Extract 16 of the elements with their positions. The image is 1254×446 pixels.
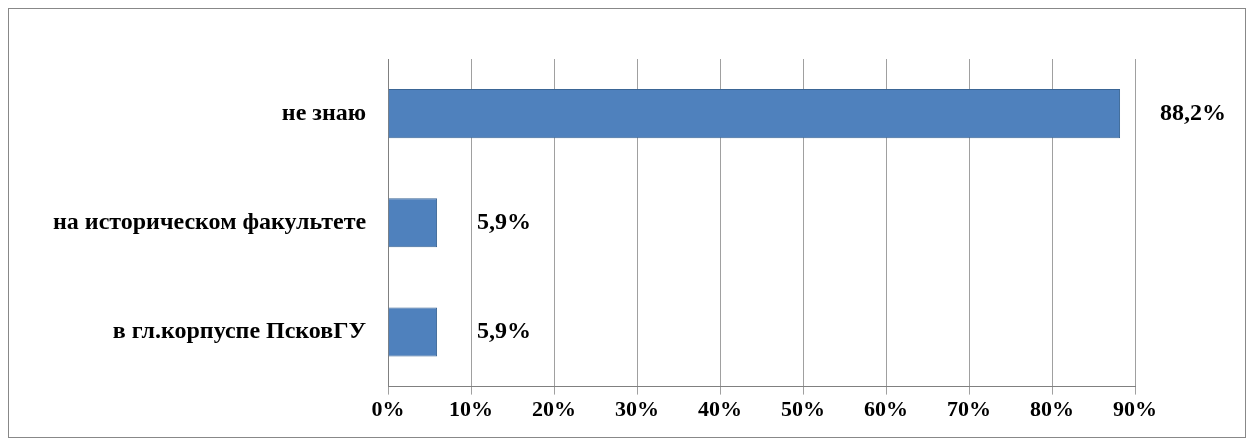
x-tick-label: 50% — [781, 396, 826, 422]
data-label: 5,9% — [477, 317, 532, 344]
x-tick-label: 60% — [864, 396, 909, 422]
data-label: 88,2% — [1160, 98, 1227, 125]
x-tick-label: 0% — [371, 396, 405, 422]
y-tick-label: в гл.корпуспе ПсковГУ — [112, 317, 367, 344]
x-tick-label: 10% — [449, 396, 494, 422]
x-tick-label: 80% — [1030, 396, 1075, 422]
x-tick-label: 70% — [947, 396, 992, 422]
data-label: 5,9% — [477, 208, 532, 234]
x-tick-label: 20% — [532, 396, 577, 422]
y-tick-label: на историческом факультете — [52, 208, 367, 234]
y-tick-label: не знаю — [281, 98, 367, 125]
x-tick-label: 40% — [698, 396, 743, 422]
x-tick-label: 30% — [615, 396, 660, 422]
x-tick-label: 90% — [1113, 396, 1157, 422]
